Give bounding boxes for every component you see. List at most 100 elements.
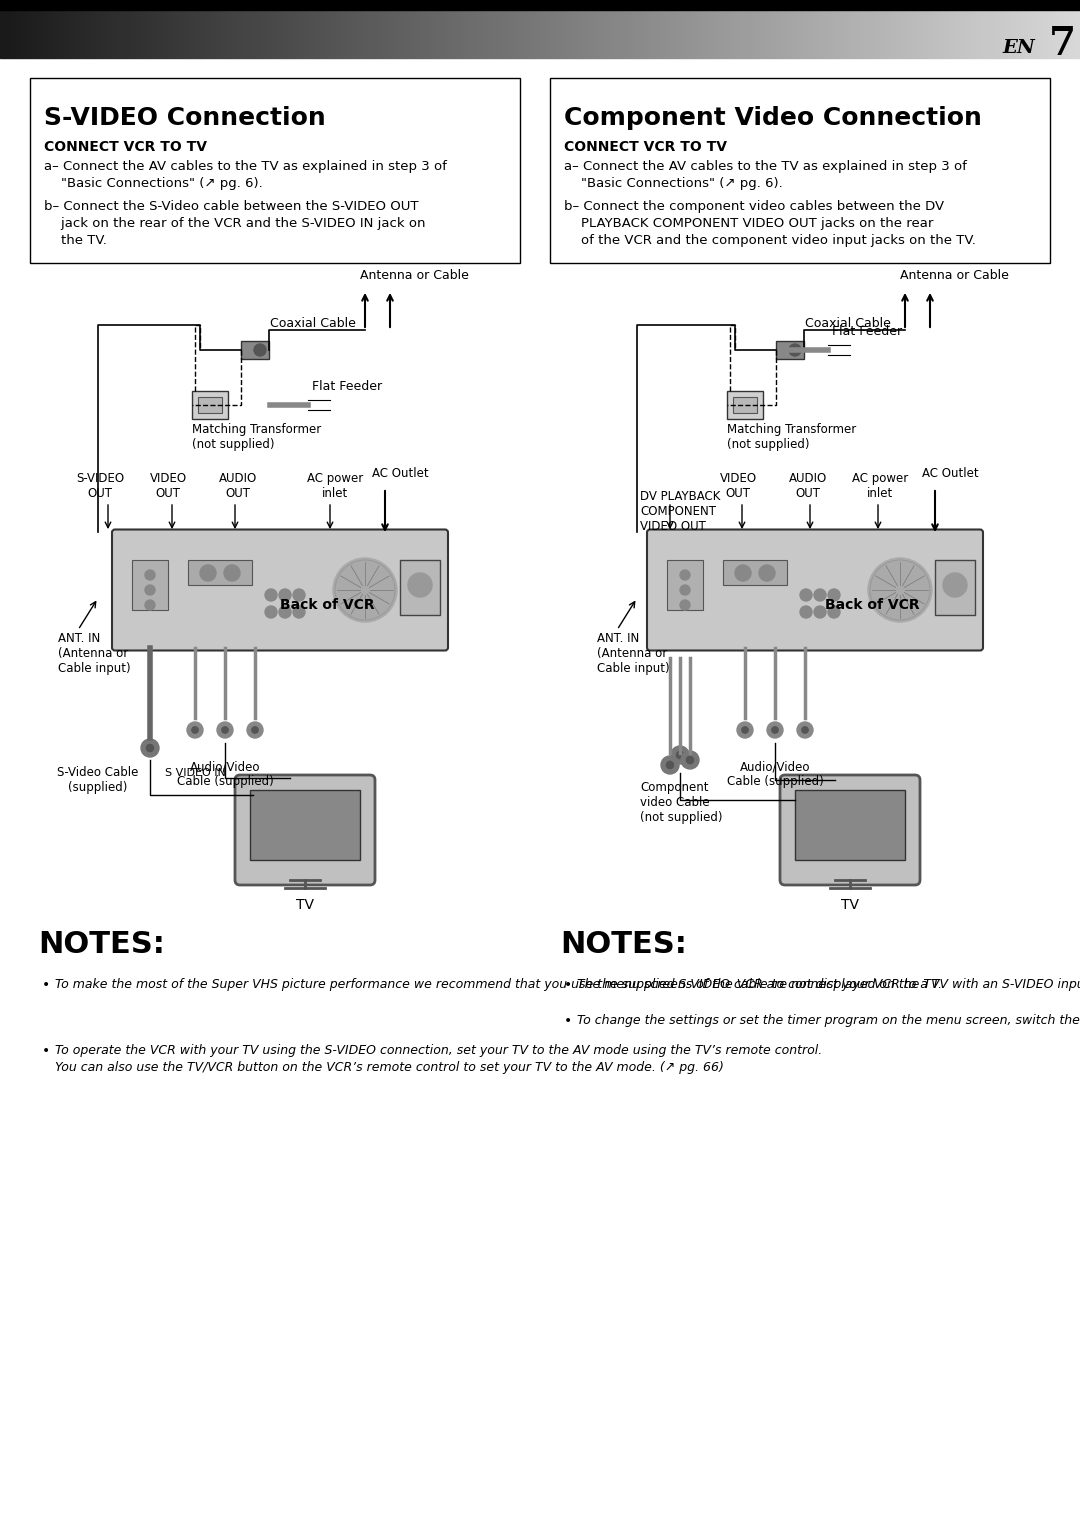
Circle shape [680,584,690,595]
Bar [184,8,189,58]
Text: •: • [564,1013,572,1029]
Bar [918,8,923,58]
Bar [832,8,837,58]
Bar [718,8,724,58]
Circle shape [772,726,779,732]
Bar [313,8,319,58]
Bar [32,8,38,58]
Bar [200,8,205,58]
Circle shape [800,606,812,618]
Bar [486,8,491,58]
Bar [535,8,540,58]
FancyBboxPatch shape [112,530,448,650]
Circle shape [868,559,932,623]
Bar [16,8,22,58]
FancyBboxPatch shape [647,530,983,650]
Bar [27,8,32,58]
Bar [335,8,340,58]
Bar [1010,8,1015,58]
Bar [713,8,718,58]
Circle shape [742,726,748,732]
Circle shape [814,589,826,601]
Bar [733,397,757,414]
FancyBboxPatch shape [30,78,519,262]
Bar [729,8,734,58]
FancyBboxPatch shape [235,775,375,885]
Bar [621,8,626,58]
Circle shape [408,572,432,597]
Circle shape [797,722,813,739]
Bar [475,8,481,58]
Bar [319,8,324,58]
Bar [599,8,605,58]
Bar [929,8,934,58]
Text: DV PLAYBACK
COMPONENT
VIDEO OUT: DV PLAYBACK COMPONENT VIDEO OUT [640,490,720,533]
Circle shape [687,757,693,763]
Bar [513,8,518,58]
Bar [821,8,826,58]
Bar [950,8,956,58]
Text: S-VIDEO
OUT: S-VIDEO OUT [76,472,124,501]
Circle shape [141,739,159,757]
Bar [1048,8,1053,58]
Bar [1042,8,1048,58]
Bar [502,8,508,58]
Bar [241,340,269,359]
Text: •: • [564,978,572,992]
Bar [934,8,940,58]
Bar [362,8,367,58]
Bar [378,8,383,58]
Circle shape [666,761,674,769]
Text: •: • [42,978,51,992]
Bar [130,8,135,58]
Bar [891,8,896,58]
Bar [788,8,794,58]
Bar [0,8,5,58]
Bar [940,8,945,58]
Text: CONNECT VCR TO TV: CONNECT VCR TO TV [564,140,727,154]
Circle shape [145,584,156,595]
Bar [270,8,275,58]
Circle shape [681,751,699,769]
Bar [400,560,440,615]
Text: AUDIO
OUT: AUDIO OUT [788,472,827,501]
Bar [853,8,859,58]
Bar [578,8,583,58]
Bar [740,8,745,58]
Bar [302,8,308,58]
Text: EN: EN [1002,40,1035,56]
Bar [896,8,902,58]
Bar [221,8,227,58]
Circle shape [293,589,305,601]
Bar [167,8,173,58]
Bar [232,8,238,58]
Circle shape [661,755,679,774]
Bar [675,8,680,58]
Bar [972,8,977,58]
Bar [292,8,297,58]
Circle shape [147,745,153,752]
Text: ANT. IN
(Antenna or
Cable input): ANT. IN (Antenna or Cable input) [597,632,670,674]
Bar [454,8,459,58]
Text: b– Connect the S-Video cable between the S-VIDEO OUT
    jack on the rear of the: b– Connect the S-Video cable between the… [44,200,426,247]
Bar [416,8,421,58]
Bar [686,8,691,58]
Bar [988,8,994,58]
Bar [727,391,762,420]
Bar [86,8,92,58]
Text: S VIDEO IN: S VIDEO IN [164,768,226,778]
Bar [815,8,821,58]
Bar [648,8,653,58]
Bar [389,8,394,58]
Bar [43,8,49,58]
Bar [605,8,610,58]
Text: a– Connect the AV cables to the TV as explained in step 3 of
    "Basic Connecti: a– Connect the AV cables to the TV as ex… [564,160,967,191]
Bar [589,8,594,58]
Bar [238,8,243,58]
Text: VIDEO
OUT: VIDEO OUT [719,472,757,501]
Bar [777,340,804,359]
Circle shape [252,726,258,732]
Bar [610,8,616,58]
Circle shape [767,722,783,739]
Circle shape [759,565,775,581]
